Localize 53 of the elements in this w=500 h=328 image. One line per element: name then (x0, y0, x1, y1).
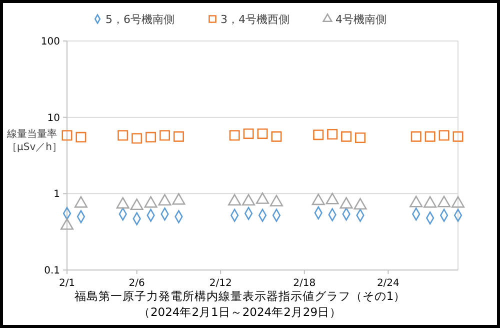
x-tick-label: 2/18 (293, 278, 316, 289)
point (327, 129, 338, 140)
point (312, 194, 325, 206)
point (132, 133, 142, 144)
point (410, 131, 422, 142)
point (229, 130, 240, 141)
legend-label: 3，4号機西側 (220, 12, 290, 26)
point (62, 130, 72, 141)
point (354, 132, 366, 144)
point (257, 128, 268, 139)
x-tick-label: 2/24 (376, 278, 400, 289)
point (146, 132, 156, 142)
point (438, 196, 451, 208)
point (341, 131, 352, 142)
y-axis-title: 線量当量率［μSv／h］ (6, 128, 62, 153)
text: 福島第一原子力発電所構内線量表示器指示値グラフ（その1） (74, 289, 406, 303)
point (340, 197, 353, 209)
point (172, 193, 186, 205)
point (76, 132, 86, 142)
point (243, 128, 254, 139)
point (60, 218, 74, 230)
point (158, 194, 172, 206)
y-tick-label: 100 (40, 36, 60, 48)
point (118, 130, 128, 141)
point (159, 130, 170, 141)
legend-label: 4号機南側 (336, 12, 386, 26)
point (354, 198, 367, 210)
point (256, 192, 270, 204)
legend-label: 5，6号機南側 (106, 12, 174, 26)
point (144, 196, 158, 208)
point (424, 131, 436, 142)
y-tick-label: 0.1 (44, 266, 60, 276)
x-tick-label: 2/6 (128, 278, 145, 289)
point (270, 194, 283, 206)
point (242, 194, 256, 206)
point (313, 130, 324, 140)
x-tick-label: 2/12 (209, 278, 232, 289)
point (116, 197, 130, 209)
x-tick-label: 2/1 (58, 278, 76, 289)
point (452, 131, 464, 142)
point (228, 194, 242, 206)
point (74, 196, 88, 208)
point (410, 196, 423, 208)
point (438, 130, 450, 141)
point (326, 192, 339, 204)
text: （2024年2月1日～2024年2月29日） (138, 305, 342, 319)
y-tick-label: 10 (47, 112, 60, 124)
point (130, 198, 144, 210)
point (271, 131, 282, 142)
y-tick-label: 1 (54, 189, 60, 200)
point (451, 196, 465, 208)
point (424, 196, 437, 208)
point (173, 131, 184, 142)
